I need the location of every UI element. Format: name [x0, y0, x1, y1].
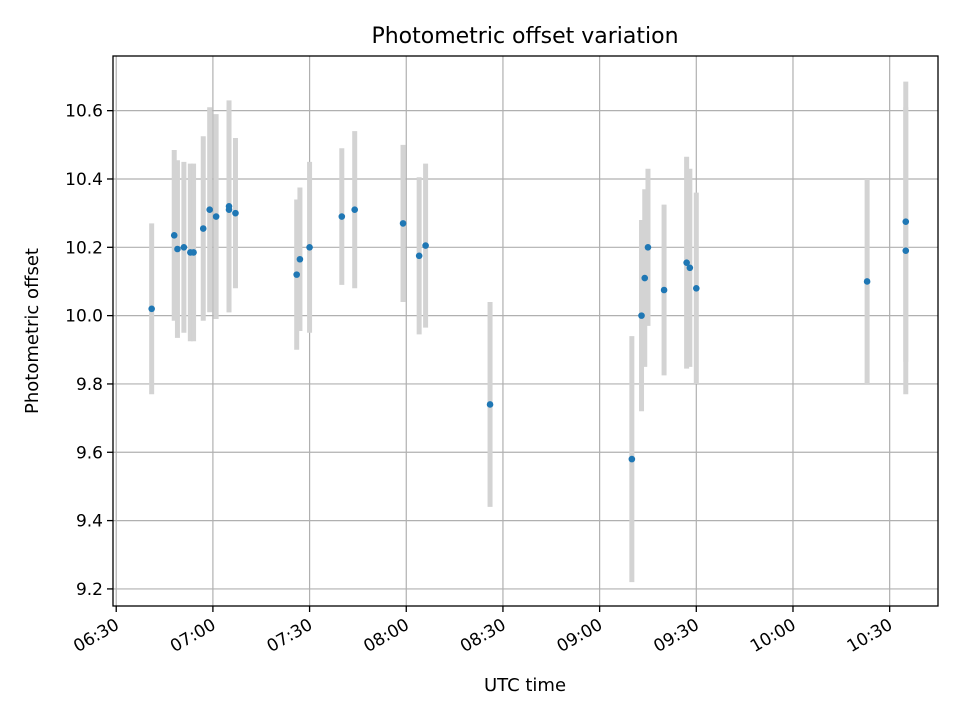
- x-tick-label: 09:00: [554, 615, 606, 657]
- y-tick-label: 9.4: [76, 512, 103, 532]
- data-point: [683, 259, 690, 266]
- chart-title: Photometric offset variation: [371, 24, 678, 49]
- grid: [113, 56, 938, 606]
- data-point: [641, 274, 649, 282]
- data-point: [206, 206, 213, 214]
- data-point: [180, 244, 188, 251]
- plot-area-frame: [112, 55, 939, 607]
- data-point: [296, 255, 304, 263]
- data-point: [212, 213, 220, 220]
- data-point: [486, 401, 494, 408]
- data-point: [686, 264, 694, 272]
- data-point: [351, 206, 358, 214]
- y-axis-label: Photometric offset: [22, 248, 43, 414]
- data-point: [863, 278, 871, 285]
- data-point: [693, 284, 700, 292]
- data-point: [232, 209, 239, 217]
- data-point: [338, 213, 346, 220]
- data-point: [174, 245, 181, 253]
- x-axis-ticks: 06:30 07:00 07:30 08:00 08:30 09:00 09:30 10:00…: [70, 606, 896, 657]
- x-tick-label: 08:30: [457, 615, 509, 657]
- data-point: [638, 312, 645, 319]
- x-tick-label: 08:00: [360, 615, 412, 657]
- data-point: [422, 242, 429, 249]
- x-axis-label: UTC time: [484, 675, 566, 696]
- data-point: [306, 244, 313, 251]
- x-tick-label: 10:30: [844, 615, 896, 657]
- y-tick-label: 10.6: [65, 102, 103, 122]
- y-tick-label: 10.2: [65, 238, 103, 258]
- x-tick-label: 06:30: [70, 615, 122, 657]
- x-tick-label: 10:00: [747, 615, 799, 657]
- data-point: [415, 252, 423, 260]
- data-point: [170, 232, 178, 239]
- data-points: [148, 203, 910, 463]
- y-tick-label: 9.8: [76, 375, 103, 395]
- data-point: [293, 271, 300, 278]
- y-tick-label: 10.0: [65, 307, 103, 327]
- data-point: [190, 249, 197, 256]
- y-tick-label: 9.2: [76, 580, 103, 600]
- x-tick-label: 07:30: [264, 615, 316, 657]
- data-point: [148, 305, 155, 313]
- data-point: [399, 220, 407, 227]
- data-point: [644, 244, 652, 251]
- data-point: [902, 218, 910, 225]
- data-point: [660, 286, 668, 294]
- y-tick-label: 10.4: [65, 170, 103, 190]
- x-tick-label: 07:00: [167, 615, 219, 657]
- y-tick-label: 9.6: [76, 443, 103, 463]
- data-point: [199, 225, 207, 232]
- data-point: [628, 455, 636, 463]
- data-point: [225, 206, 233, 214]
- data-point: [902, 247, 910, 255]
- x-tick-label: 09:30: [650, 615, 702, 657]
- y-axis-ticks: 9.2 9.4 9.6 9.8 10.0 10.2 10.4 10.6: [65, 102, 113, 600]
